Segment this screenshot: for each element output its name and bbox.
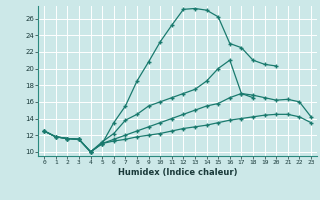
X-axis label: Humidex (Indice chaleur): Humidex (Indice chaleur) (118, 168, 237, 177)
